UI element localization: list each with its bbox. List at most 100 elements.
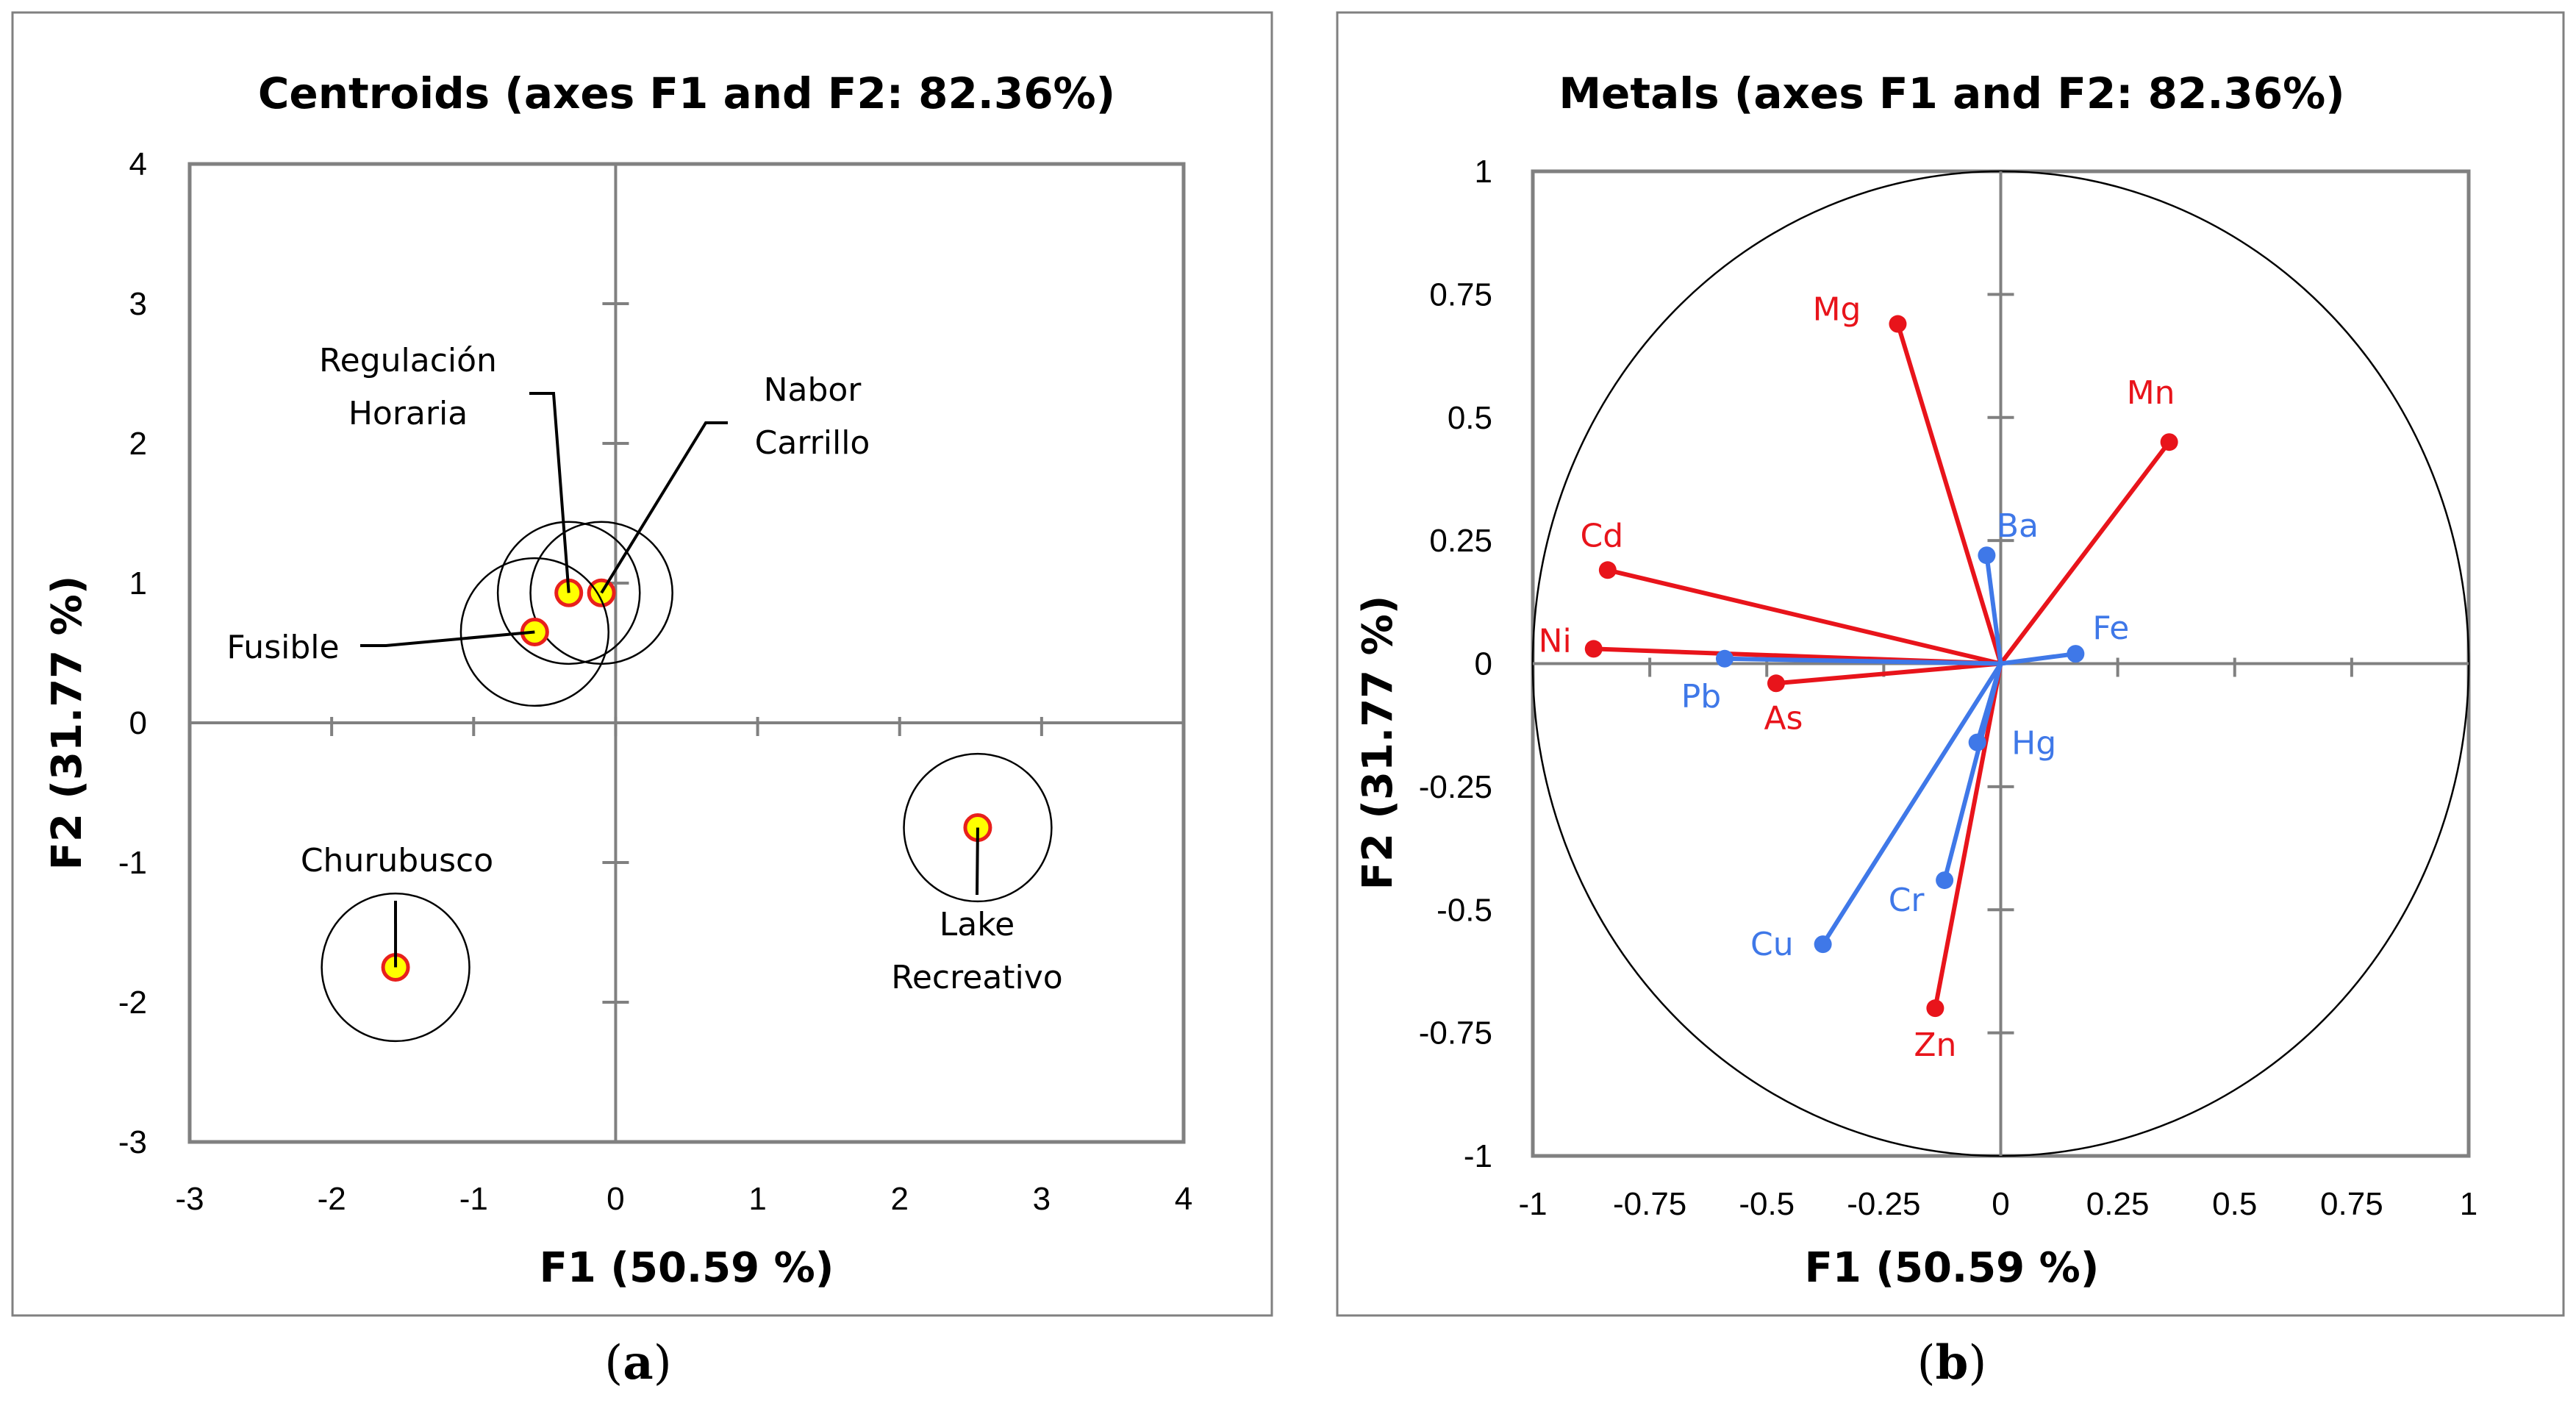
x-tick-label: -1	[1518, 1186, 1547, 1222]
loading-label-cu: Cu	[1750, 926, 1794, 963]
point-label: Nabor Carrillo	[755, 371, 870, 462]
confidence-circle	[321, 892, 471, 1043]
label-leader-line	[976, 827, 979, 896]
loading-vector-ba	[1984, 554, 2003, 664]
panel-a-frame	[11, 11, 1273, 1317]
loading-vector-mn	[1999, 440, 2172, 665]
panel-b-caption-open: (	[1917, 1336, 1936, 1390]
loading-label-hg: Hg	[2011, 725, 2056, 763]
point-label-line: Nabor	[764, 371, 862, 409]
loading-vector-cd	[1607, 568, 2002, 666]
panel-a-plot-area	[187, 162, 1186, 1144]
loading-label-zn: Zn	[1914, 1026, 1956, 1064]
x-tick-label: -1	[459, 1181, 488, 1217]
loading-point-zn	[1926, 999, 1944, 1018]
y-tick-label: 0.75	[1429, 276, 1492, 313]
point-label-line: Fusible	[226, 629, 339, 666]
loading-point-cr	[1936, 871, 1954, 890]
panel-a-title: Centroids (axes F1 and F2: 82.36%)	[258, 68, 1115, 118]
y-tick-label: 2	[129, 426, 147, 462]
loading-point-as	[1767, 674, 1785, 693]
y-tick-label: -0.25	[1419, 769, 1492, 805]
loading-label-fe: Fe	[2092, 610, 2129, 647]
loading-point-cd	[1598, 561, 1617, 579]
loading-label-ni: Ni	[1539, 622, 1572, 660]
panel-b-title: Metals (axes F1 and F2: 82.36%)	[1559, 68, 2344, 118]
y-tick-label: -0.5	[1437, 892, 1492, 928]
point-label-line: Recreativo	[891, 959, 1062, 996]
label-leader-line	[529, 392, 570, 593]
y-tick-label: 1	[1475, 154, 1492, 190]
x-tick-label: 3	[1033, 1181, 1051, 1217]
loading-point-cu	[1814, 935, 1832, 954]
panel-a-caption-open: (	[604, 1336, 623, 1390]
loading-label-cd: Cd	[1581, 517, 1624, 554]
panel-b-x-axis-title: F1 (50.59 %)	[1805, 1244, 2100, 1292]
loading-vector-pb	[1724, 656, 2001, 666]
panel-b-y-axis-title: F2 (31.77 %)	[1354, 596, 1402, 890]
panel-a-tick-labels: -3 -2 -1 0 1 2 3 4 4 3 2 1 0 -1 -2 -3	[118, 146, 1192, 1217]
y-tick-label: 0	[129, 705, 147, 741]
panel-b-loadings: Mg Mn Cd Ni As Zn Ba Fe Pb Hg Cr Cu	[1539, 291, 2178, 1064]
point-label-line: Carrillo	[755, 424, 870, 462]
x-tick-label: -0.25	[1847, 1186, 1920, 1222]
y-tick-label: -2	[118, 985, 147, 1021]
x-tick-label: 2	[890, 1181, 908, 1217]
point-label: Lake Recreativo	[891, 906, 1062, 996]
y-tick-label: 0	[1475, 646, 1492, 682]
confidence-circle	[496, 521, 641, 665]
point-label-line: Regulación	[319, 342, 497, 379]
y-tick-label: -1	[1464, 1138, 1492, 1174]
loading-label-cr: Cr	[1889, 882, 1925, 919]
y-tick-label: 3	[129, 286, 147, 322]
loading-point-fe	[2067, 645, 2085, 663]
x-tick-label: 0.75	[2320, 1186, 2383, 1222]
x-tick-label: -3	[175, 1181, 204, 1217]
y-tick-label: -0.75	[1419, 1015, 1492, 1051]
confidence-circle	[459, 557, 610, 707]
panel-a-x-axis-title: F1 (50.59 %)	[540, 1244, 834, 1292]
panel-a-axes	[190, 164, 1184, 1142]
panel-a-centroids: Centroids (axes F1 and F2: 82.36%) F1 (5…	[11, 11, 1273, 1390]
loading-point-ni	[1584, 640, 1603, 658]
y-tick-label: 0.25	[1429, 523, 1492, 559]
y-tick-label: -1	[118, 845, 147, 881]
loading-label-as: As	[1764, 699, 1803, 737]
panel-a-caption-close: )	[654, 1336, 672, 1390]
loading-vector-zn	[1933, 663, 2003, 1009]
x-tick-label: 0	[1992, 1186, 2009, 1222]
x-tick-label: 0.25	[2086, 1186, 2150, 1222]
y-tick-label: 1	[129, 565, 147, 601]
loading-point-mn	[2160, 433, 2178, 451]
panel-a-y-axis-title: F2 (31.77 %)	[43, 576, 91, 871]
loading-label-mg: Mg	[1813, 291, 1861, 329]
label-leader-line	[360, 630, 535, 647]
panel-b-caption: (b)	[1917, 1335, 1987, 1390]
loading-point-mg	[1889, 315, 1907, 333]
confidence-circle	[903, 752, 1053, 903]
panel-a-caption: (a)	[604, 1335, 671, 1390]
panel-a-points: Regulación Horaria Nabor Carrillo Fusible Chu…	[226, 342, 1063, 1043]
point-label: Churubusco	[301, 842, 493, 879]
loading-vector-as	[1775, 661, 2001, 686]
x-tick-label: 0	[607, 1181, 624, 1217]
loading-vector-cu	[1821, 662, 2003, 946]
x-tick-label: 1	[2460, 1186, 2477, 1222]
loading-vector-cr	[1942, 663, 2003, 881]
x-tick-label: 1	[748, 1181, 766, 1217]
point-label-line: Churubusco	[301, 842, 493, 879]
panel-b-metals: Metals (axes F1 and F2: 82.36%) F1 (50.5…	[1336, 11, 2565, 1390]
y-tick-label: 4	[129, 146, 147, 182]
point-label: Regulación Horaria	[319, 342, 497, 432]
point-label-line: Lake	[940, 906, 1015, 943]
panel-b-tick-labels: -1 -0.75 -0.5 -0.25 0 0.25 0.5 0.75 1 1 0.75 0.5 0.2…	[1419, 154, 2478, 1222]
panel-a-caption-letter: a	[623, 1335, 653, 1390]
x-tick-label: -0.5	[1739, 1186, 1795, 1222]
loading-point-ba	[1978, 546, 1996, 565]
loading-label-ba: Ba	[1997, 507, 2039, 545]
loading-label-mn: Mn	[2127, 374, 2175, 412]
point-label: Fusible	[226, 629, 339, 666]
panel-b-caption-letter: b	[1936, 1335, 1969, 1390]
loading-point-pb	[1715, 649, 1734, 668]
